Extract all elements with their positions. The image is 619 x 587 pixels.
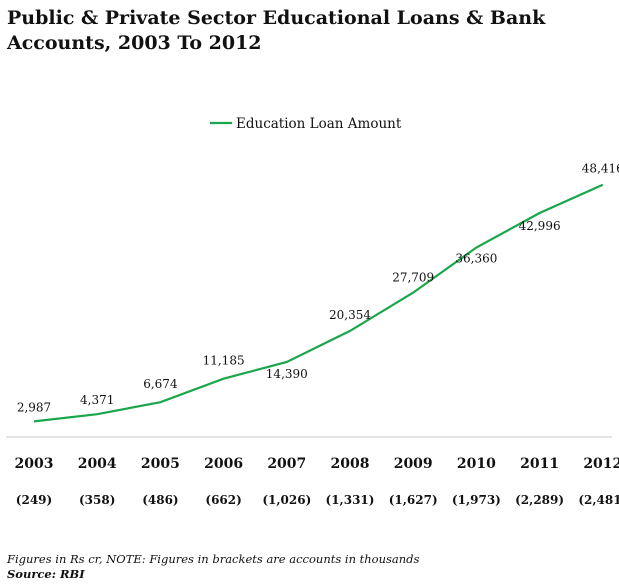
source-note: Source: RBI	[7, 567, 85, 581]
x-tick-label: 2004	[78, 456, 117, 472]
x-tick-label: 2007	[267, 456, 306, 472]
x-tick-label: 2012	[583, 456, 619, 472]
data-label: 48,416	[582, 162, 619, 176]
account-count-label: (2,481)	[578, 493, 619, 507]
account-count-label: (1,026)	[262, 493, 311, 507]
x-tick-label: 2010	[457, 456, 496, 472]
data-label: 27,709	[392, 271, 434, 285]
data-label: 42,996	[519, 219, 561, 233]
x-tick-label: 2005	[141, 456, 180, 472]
x-tick-label: 2009	[394, 456, 433, 472]
account-count-label: (2,289)	[515, 493, 564, 507]
data-label: 2,987	[17, 400, 51, 414]
data-label: 20,354	[329, 308, 371, 322]
x-tick-label: 2003	[15, 456, 54, 472]
account-count-label: (249)	[16, 493, 52, 507]
footnote: Figures in Rs cr, NOTE: Figures in brack…	[7, 552, 420, 566]
legend: Education Loan Amount	[210, 116, 402, 132]
account-count-label: (358)	[79, 493, 115, 507]
x-tick-label: 2008	[331, 456, 370, 472]
data-label: 11,185	[203, 354, 245, 368]
series-line-education-loan-amount	[33, 183, 604, 423]
x-tick-label: 2011	[520, 456, 559, 472]
data-label: 6,674	[143, 377, 178, 391]
account-count-label: (1,627)	[389, 493, 438, 507]
x-tick-label: 2006	[204, 456, 243, 472]
legend-label: Education Loan Amount	[236, 116, 402, 132]
data-label: 4,371	[80, 393, 114, 407]
account-count-label: (486)	[142, 493, 178, 507]
account-count-label: (1,973)	[452, 493, 501, 507]
account-count-label: (1,331)	[326, 493, 375, 507]
data-label: 36,360	[455, 252, 497, 266]
plot-area: 2,987 4,371 6,674 11,185 14,390 20,354 27,709 3…	[15, 162, 619, 507]
data-label: 14,390	[266, 367, 308, 381]
account-count-label: (662)	[205, 493, 241, 507]
chart-title: Public & Private Sector Educational Loan…	[7, 7, 546, 54]
